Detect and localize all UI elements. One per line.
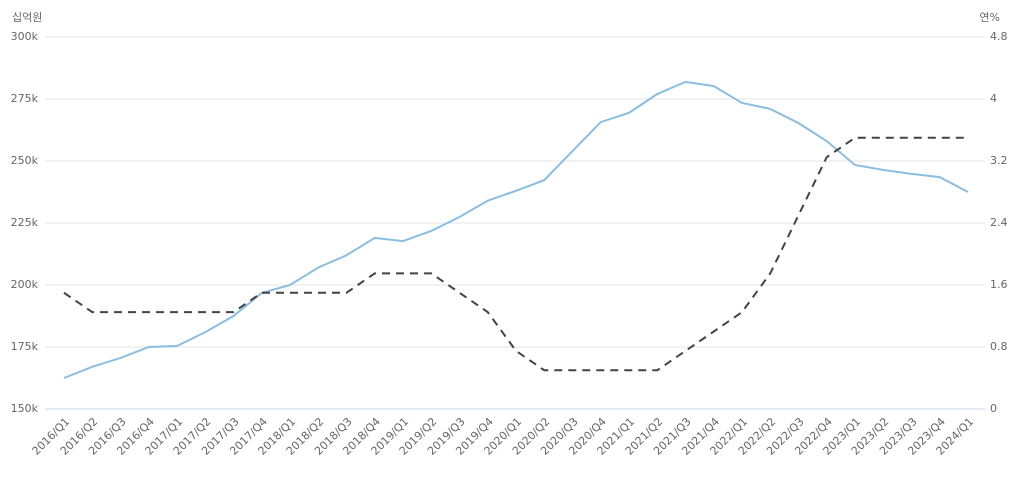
y-tick-label: 225k bbox=[11, 216, 39, 229]
y-tick-label: 150k bbox=[11, 402, 39, 415]
series-line bbox=[63, 136, 968, 372]
y-tick-label: 275k bbox=[11, 92, 39, 105]
y-tick-label: 200k bbox=[11, 278, 39, 291]
y2-tick-label: 0.8 bbox=[990, 340, 1008, 353]
y-axis-title: 십억원 bbox=[12, 11, 42, 24]
y2-tick-label: 4 bbox=[990, 92, 997, 105]
y-tick-label: 250k bbox=[11, 154, 39, 167]
y2-tick-label: 4.8 bbox=[990, 30, 1008, 43]
y2-tick-label: 0 bbox=[990, 402, 997, 415]
series-line bbox=[63, 80, 969, 379]
y2-axis-title: 연% bbox=[979, 11, 1000, 24]
y-tick-label: 300k bbox=[11, 30, 39, 43]
y2-tick-label: 2.4 bbox=[990, 216, 1008, 229]
y2-tick-label: 1.6 bbox=[990, 278, 1008, 291]
y-tick-label: 175k bbox=[11, 340, 39, 353]
y2-tick-label: 3.2 bbox=[990, 154, 1008, 167]
